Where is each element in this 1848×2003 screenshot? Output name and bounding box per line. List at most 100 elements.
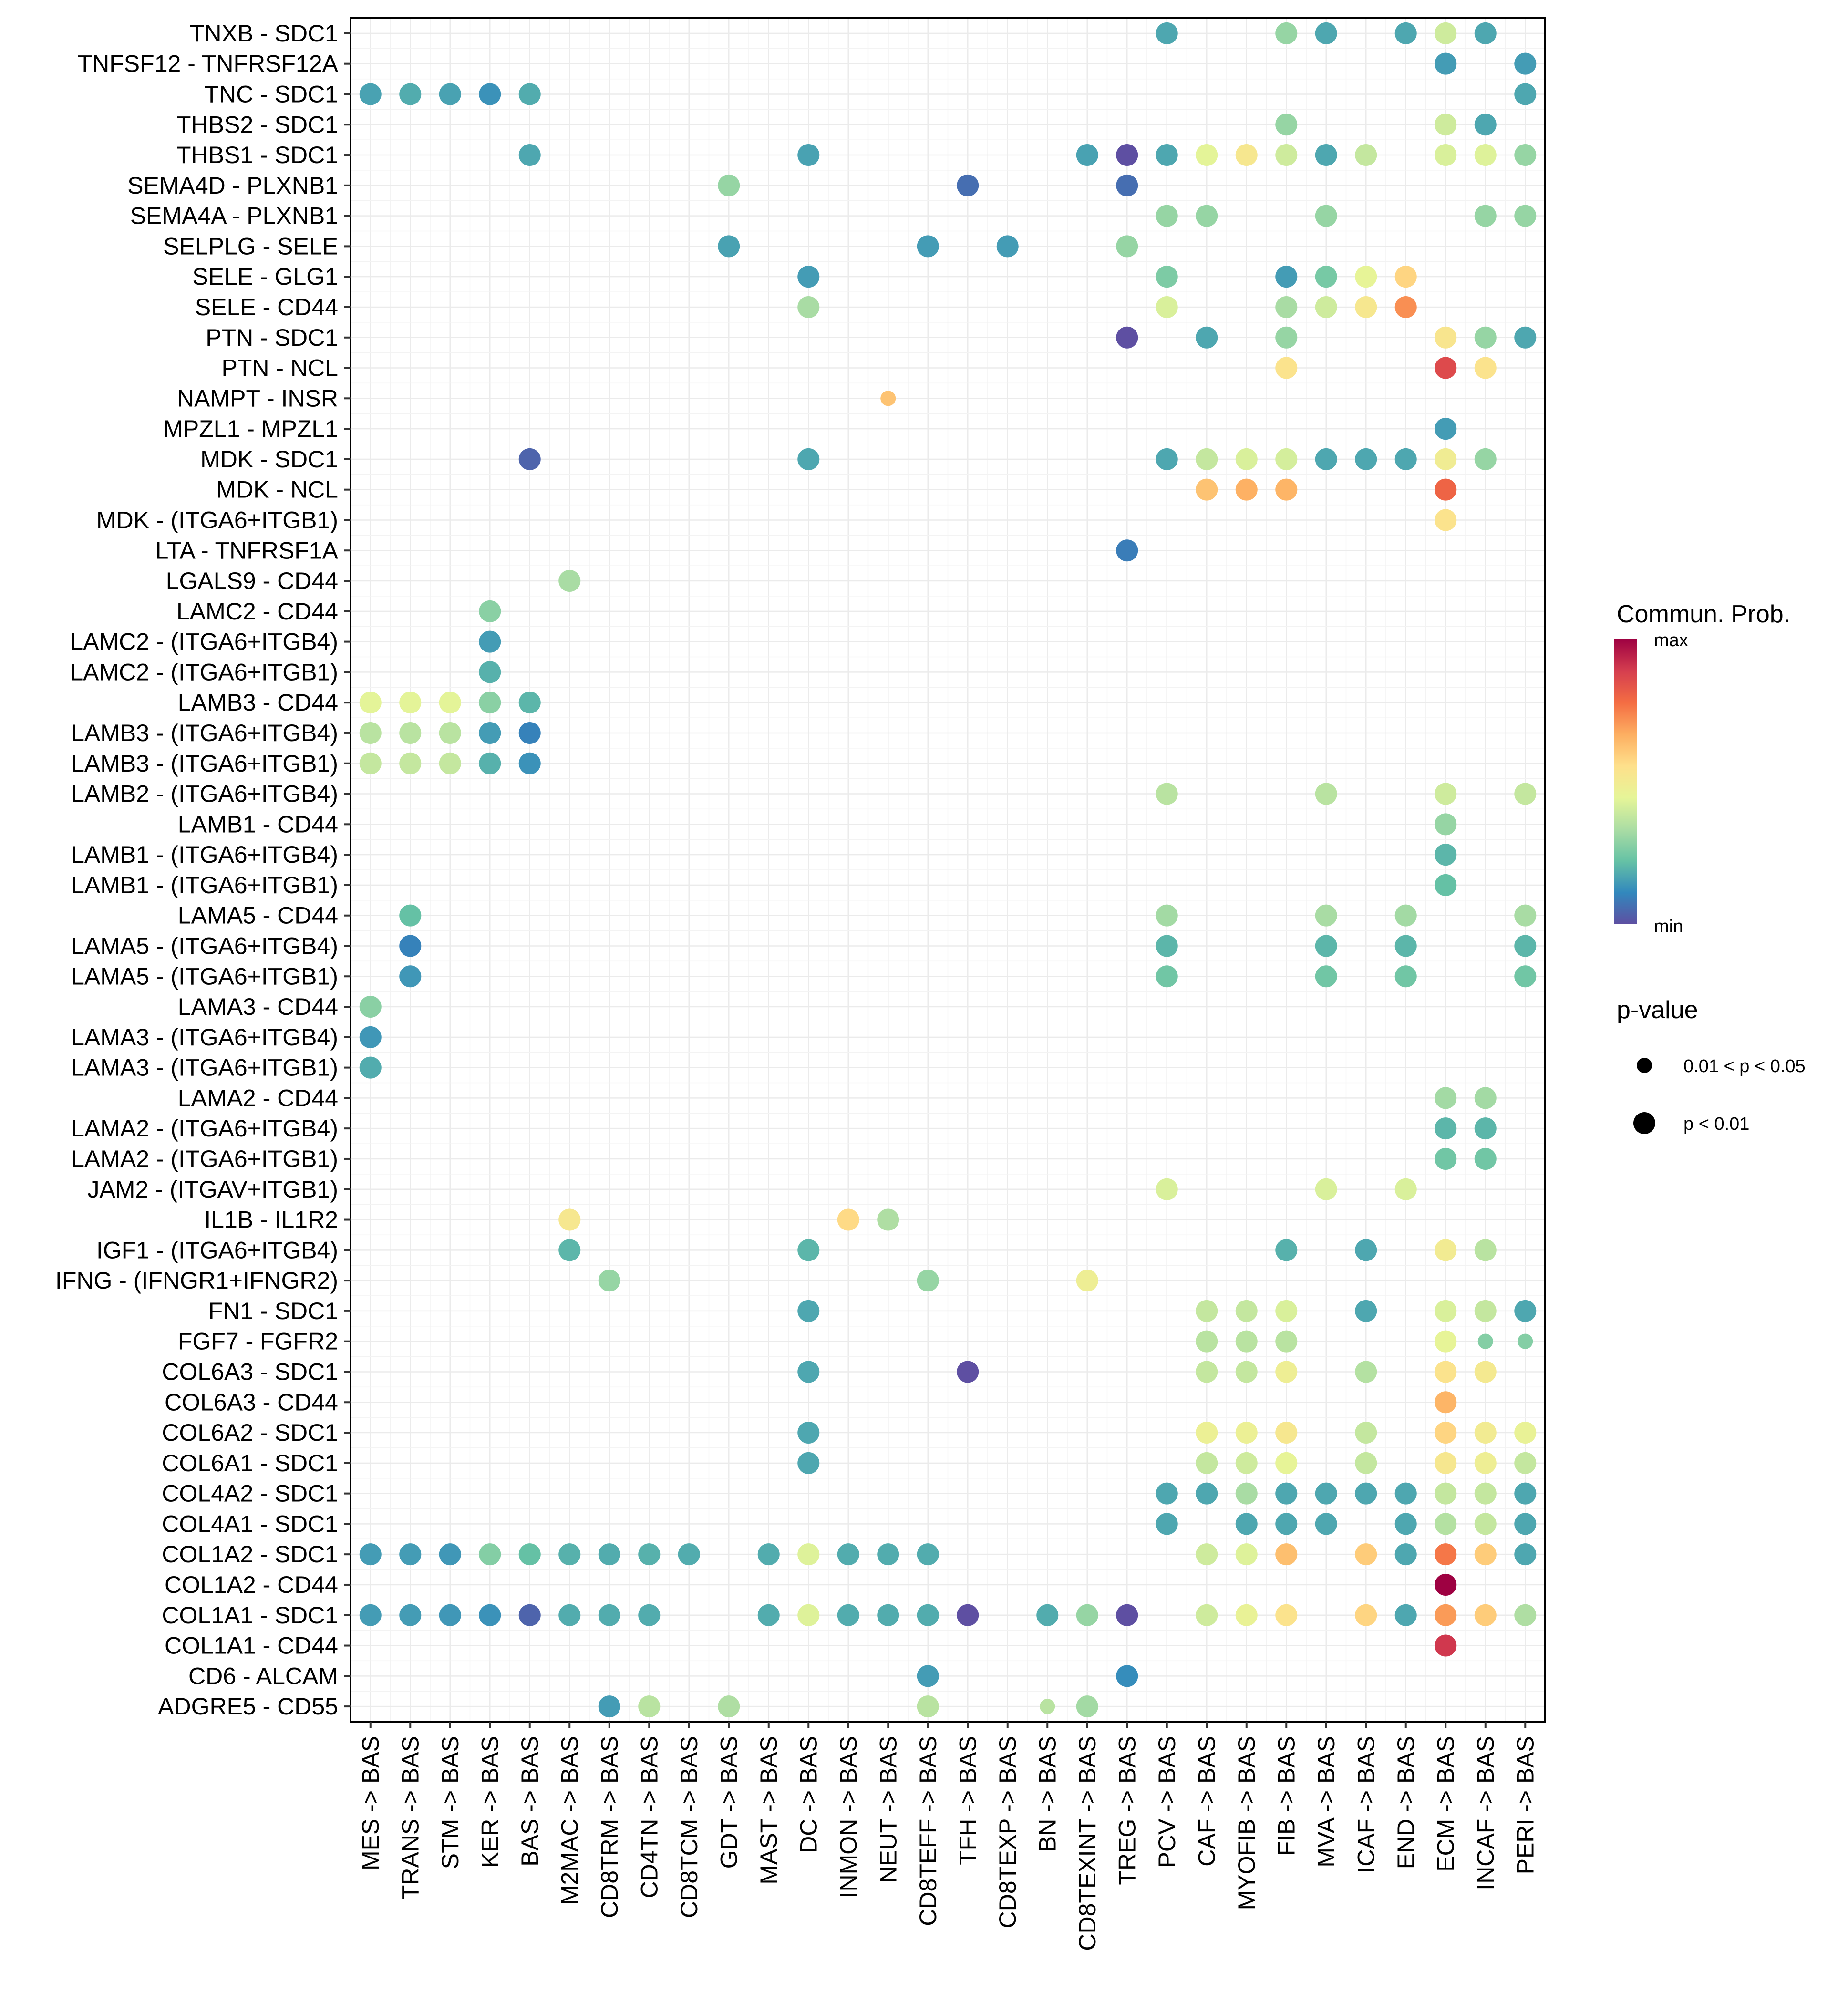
y-tick-label: LAMC2 - CD44 — [176, 598, 338, 625]
data-point — [399, 904, 422, 927]
data-point — [1235, 1300, 1258, 1322]
data-point — [1514, 1604, 1537, 1626]
x-tick-label: CD8TEFF -> BAS — [915, 1736, 941, 1926]
data-point — [1315, 448, 1337, 470]
data-point — [1514, 326, 1537, 349]
data-point — [1235, 1513, 1258, 1535]
data-point — [479, 661, 501, 683]
data-point — [359, 1056, 382, 1079]
data-point — [359, 1604, 382, 1626]
data-point — [1315, 965, 1337, 988]
x-tick-label: TRANS -> BAS — [397, 1736, 423, 1900]
data-point — [439, 83, 461, 105]
size-legend-title: p-value — [1617, 996, 1698, 1024]
x-tick-label: STM -> BAS — [437, 1736, 464, 1869]
data-point — [1116, 1665, 1138, 1687]
y-tick-label: PTN - NCL — [222, 355, 338, 382]
data-point — [1156, 935, 1178, 957]
data-point — [1514, 1422, 1537, 1444]
y-tick-label: LAMA2 - (ITGA6+ITGB1) — [71, 1146, 338, 1172]
data-point — [1196, 205, 1218, 227]
data-point — [1355, 1482, 1377, 1505]
y-tick-label: LGALS9 - CD44 — [166, 568, 338, 594]
data-point — [1196, 1604, 1218, 1626]
data-point — [1315, 205, 1337, 227]
data-point — [797, 1361, 820, 1383]
data-point — [797, 1300, 820, 1322]
data-point — [718, 1695, 740, 1718]
data-point — [917, 1543, 939, 1566]
y-tick-label: LAMB2 - (ITGA6+ITGB4) — [71, 781, 338, 807]
data-point — [1435, 357, 1457, 379]
data-point — [518, 83, 541, 105]
data-point — [439, 1543, 461, 1566]
data-point — [1196, 448, 1218, 470]
data-point — [797, 144, 820, 166]
data-point — [1394, 266, 1417, 288]
data-point — [1435, 1573, 1457, 1596]
data-point — [1394, 296, 1417, 318]
data-point — [1394, 448, 1417, 470]
y-tick-label: TNFSF12 - TNFRSF12A — [78, 51, 339, 77]
x-tick-label: TREG -> BAS — [1114, 1736, 1140, 1885]
data-point — [1315, 1513, 1337, 1535]
data-point — [399, 965, 422, 988]
data-point — [1275, 1361, 1298, 1383]
data-point — [558, 570, 581, 592]
colorbar-max-label: max — [1654, 630, 1688, 650]
plot-panel-border — [350, 17, 1546, 1723]
data-point — [797, 1452, 820, 1474]
size-legend-large-label: p < 0.01 — [1683, 1114, 1749, 1134]
data-point — [518, 1604, 541, 1626]
colorbar — [1614, 639, 1637, 924]
y-tick-label: LAMA2 - (ITGA6+ITGB4) — [71, 1115, 338, 1142]
data-point — [1514, 83, 1537, 105]
x-tick-label: CD8TEXP -> BAS — [994, 1736, 1021, 1928]
data-point — [399, 1543, 422, 1566]
data-point — [957, 174, 979, 196]
data-point — [837, 1604, 859, 1626]
data-point — [359, 1543, 382, 1566]
y-tick-label: MDK - NCL — [216, 476, 338, 503]
data-point — [558, 1604, 581, 1626]
data-point — [1275, 22, 1298, 44]
data-point — [1275, 1543, 1298, 1566]
x-tick-label: BN -> BAS — [1034, 1736, 1061, 1852]
data-point — [1355, 1300, 1377, 1322]
data-point — [1275, 1422, 1298, 1444]
data-point — [1514, 935, 1537, 957]
data-point — [359, 722, 382, 744]
data-point — [1477, 1333, 1493, 1349]
data-point — [1394, 904, 1417, 927]
data-point — [797, 1604, 820, 1626]
data-point — [1474, 1452, 1497, 1474]
data-point — [518, 144, 541, 166]
data-point — [1474, 448, 1497, 470]
y-tick-label: MDK - SDC1 — [200, 446, 338, 473]
x-tick-label: MAST -> BAS — [755, 1736, 782, 1885]
data-point — [1116, 144, 1138, 166]
data-point — [598, 1695, 620, 1718]
x-tick-label: KER -> BAS — [476, 1736, 503, 1868]
data-point — [479, 83, 501, 105]
data-point — [1435, 448, 1457, 470]
y-tick-label: LAMA3 - (ITGA6+ITGB4) — [71, 1024, 338, 1051]
y-tick-label: COL1A2 - SDC1 — [162, 1541, 338, 1568]
data-point — [797, 1239, 820, 1261]
data-point — [1514, 1513, 1537, 1535]
y-tick-label: LAMC2 - (ITGA6+ITGB4) — [70, 629, 338, 655]
data-point — [1435, 813, 1457, 836]
y-tick-label: IL1B - IL1R2 — [204, 1207, 338, 1233]
dots-layer — [359, 22, 1537, 1718]
data-point — [359, 83, 382, 105]
data-point — [1315, 266, 1337, 288]
data-point — [399, 692, 422, 714]
data-point — [439, 692, 461, 714]
y-tick-label: SELE - GLG1 — [192, 263, 338, 290]
data-point — [1196, 1543, 1218, 1566]
data-point — [1435, 144, 1457, 166]
data-point — [917, 1604, 939, 1626]
data-point — [1394, 965, 1417, 988]
data-point — [1076, 1270, 1098, 1292]
data-point — [957, 1361, 979, 1383]
